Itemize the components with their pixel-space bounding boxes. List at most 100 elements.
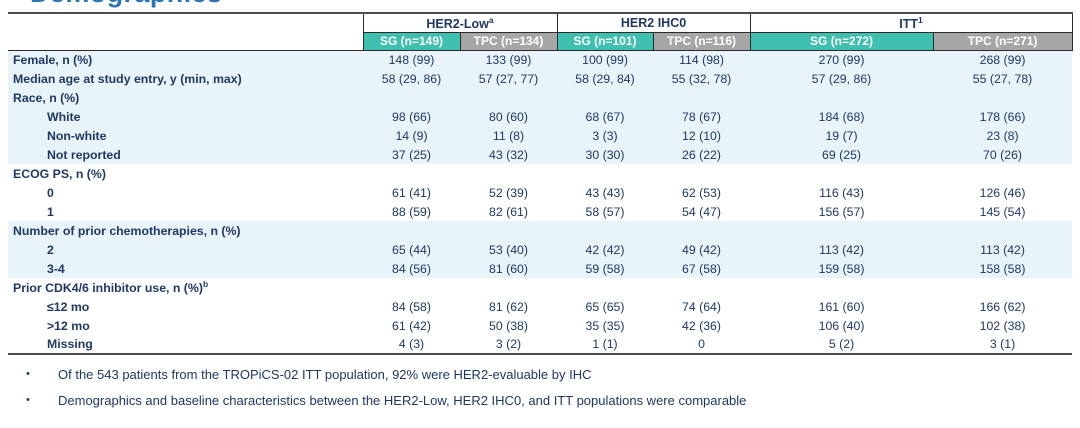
cell-value: 1 (1) <box>592 337 618 351</box>
cell-value: 4 (3) <box>398 337 425 351</box>
cell-value: 65 (65) <box>585 299 625 314</box>
cell-value <box>933 88 1073 107</box>
bullet-icon: • <box>26 368 30 380</box>
cell-value: 84 (56) <box>363 259 460 278</box>
row-label: White <box>8 107 363 126</box>
cell-value: 114 (98) <box>653 50 751 69</box>
slide-title-cutoff: Demographics <box>0 0 1080 11</box>
cell-value <box>653 88 751 107</box>
cell-value <box>557 278 653 297</box>
table-row: Not reported 37 (25) 43 (32) 30 (30) 26 (22)… <box>8 145 1073 164</box>
cell-value <box>653 164 750 183</box>
cell-value: 3 (1) <box>989 337 1016 351</box>
cell-value: 106 (40) <box>818 318 865 333</box>
cell-value: 43 (43) <box>585 185 625 200</box>
cell-value: 19 (7) <box>750 126 934 145</box>
bullet-item: • Of the 543 patients from the TROPiCS-02… <box>26 366 1056 383</box>
cell-value <box>933 278 1072 297</box>
cell-value <box>363 88 460 107</box>
column-header-sg-2: SG (n=101) <box>556 31 654 51</box>
row-label: Female, n (%) <box>8 50 363 69</box>
cell-value <box>933 164 1072 183</box>
bullet-text: Of the 543 patients from the TROPiCS-02 … <box>58 367 592 382</box>
column-header-tpc-1: TPC (n=134) <box>459 31 558 51</box>
table-row: Prior CDK4/6 inhibitor use, n (%)b <box>8 278 1072 297</box>
cell-value: 61 (41) <box>392 185 431 200</box>
row-label: 2 <box>8 240 363 259</box>
row-label: >12 mo <box>47 318 90 333</box>
table-row: Missing 4 (3) 3 (2) 1 (1) 0 5 (2) 3 (1) <box>8 335 1072 354</box>
cell-value: 57 (27, 77) <box>460 69 558 88</box>
cell-value <box>460 278 557 297</box>
table-row: Female, n (%) 148 (99) 133 (99) 100 (99) 114… <box>8 50 1073 69</box>
column-header-sg-4: SG (n=272) <box>749 31 934 51</box>
cell-value: 14 (9) <box>363 126 460 145</box>
cell-value: 55 (32, 78) <box>653 69 751 88</box>
bullet-list: • Of the 543 patients from the TROPiCS-02… <box>26 366 1056 418</box>
table-row: 1 88 (59) 82 (61) 58 (57) 54 (47) 156 (57) 145… <box>8 202 1072 221</box>
cell-value <box>750 88 934 107</box>
row-label: Prior CDK4/6 inhibitor use, n (%)b <box>13 279 209 296</box>
cell-value: 53 (40) <box>460 240 558 259</box>
cell-value: 58 (29, 86) <box>363 69 460 88</box>
cell-value: 113 (42) <box>750 240 934 259</box>
column-header-tpc-5: TPC (n=271) <box>932 31 1073 51</box>
cell-value: 148 (99) <box>363 50 460 69</box>
stub-header-2 <box>8 32 363 51</box>
row-label: Missing <box>47 337 93 351</box>
cell-value: 30 (30) <box>557 145 654 164</box>
footnote-marker: 1 <box>918 14 923 25</box>
cell-value <box>557 221 654 240</box>
row-label: Not reported <box>8 145 363 164</box>
cell-value: 37 (25) <box>363 145 460 164</box>
cell-value <box>363 221 460 240</box>
column-header-sg-0: SG (n=149) <box>362 31 461 51</box>
table-row: 2 65 (44) 53 (40) 42 (42) 49 (42) 113 (42) 113… <box>8 240 1073 259</box>
demographics-table-container: HER2-Lowa HER2 IHC0 ITT1 SG (n=149) TPC (n=1… <box>8 12 1073 355</box>
table-row: ECOG PS, n (%) <box>8 164 1072 183</box>
cell-value: 166 (62) <box>979 299 1026 314</box>
cell-value <box>363 278 460 297</box>
cell-value: 12 (10) <box>653 126 751 145</box>
cell-value: 50 (38) <box>489 318 528 333</box>
row-label: Number of prior chemotherapies, n (%) <box>8 221 363 240</box>
cell-value <box>557 164 653 183</box>
table-row: Race, n (%) <box>8 88 1073 107</box>
cell-value: 42 (42) <box>557 240 654 259</box>
cell-value <box>460 221 558 240</box>
group-header-her2-ihc0: HER2 IHC0 <box>556 13 751 33</box>
row-label: Median age at study entry, y (min, max) <box>8 69 363 88</box>
table-row: ≤12 mo 84 (58) 81 (62) 65 (65) 74 (64) 161 (6… <box>8 297 1072 316</box>
cell-value: 52 (39) <box>489 185 528 200</box>
cell-value <box>750 221 934 240</box>
cell-value: 62 (53) <box>682 185 721 200</box>
table-row: Median age at study entry, y (min, max) 5… <box>8 69 1073 88</box>
cell-value <box>363 164 460 183</box>
cell-value: 35 (35) <box>585 318 625 333</box>
cell-value: 67 (58) <box>653 259 751 278</box>
cell-value <box>750 278 933 297</box>
row-label: 3-4 <box>8 259 363 278</box>
cell-value: 184 (68) <box>750 107 934 126</box>
cell-value: 158 (58) <box>933 259 1073 278</box>
cell-value <box>750 164 933 183</box>
cell-value: 82 (61) <box>489 204 528 219</box>
cell-value: 145 (54) <box>979 204 1026 219</box>
cell-value: 69 (25) <box>750 145 934 164</box>
cell-value <box>557 88 654 107</box>
cell-value: 78 (67) <box>653 107 751 126</box>
cell-value: 81 (62) <box>489 299 528 314</box>
cell-value: 113 (42) <box>933 240 1073 259</box>
cell-value: 59 (58) <box>557 259 654 278</box>
cell-value: 5 (2) <box>828 337 855 351</box>
cell-value <box>460 164 557 183</box>
footnote-marker: a <box>488 14 494 25</box>
cell-value: 23 (8) <box>933 126 1073 145</box>
cell-value: 159 (58) <box>750 259 934 278</box>
bullet-item: • Demographics and baseline characteristi… <box>26 392 1056 409</box>
cell-value: 88 (59) <box>392 204 431 219</box>
cell-value: 26 (22) <box>653 145 751 164</box>
cell-value: 3 (3) <box>557 126 654 145</box>
cell-value <box>653 278 750 297</box>
